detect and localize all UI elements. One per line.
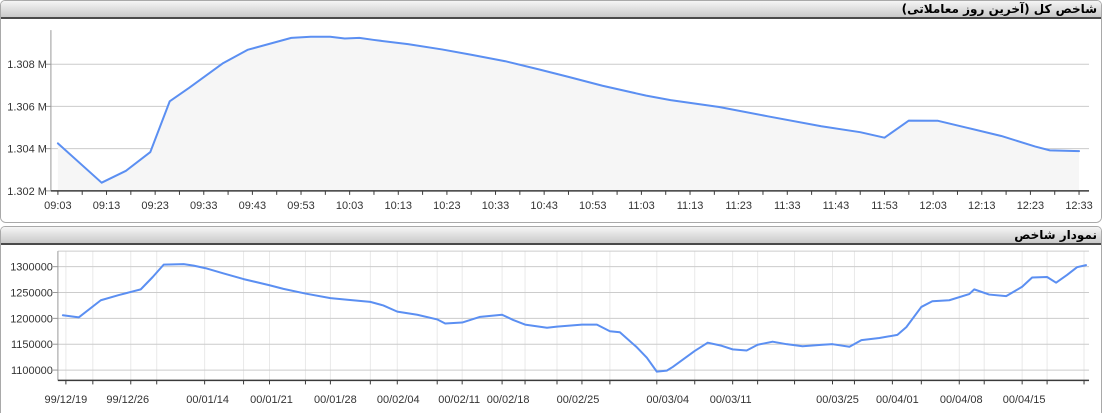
svg-text:00/02/04: 00/02/04 xyxy=(377,394,420,406)
svg-text:1300000: 1300000 xyxy=(10,262,53,274)
svg-text:00/04/15: 00/04/15 xyxy=(1003,394,1046,406)
svg-text:00/01/14: 00/01/14 xyxy=(186,394,229,406)
svg-text:09:33: 09:33 xyxy=(190,200,217,212)
svg-text:00/04/01: 00/04/01 xyxy=(876,394,919,406)
svg-text:1250000: 1250000 xyxy=(10,288,53,300)
svg-text:00/02/11: 00/02/11 xyxy=(438,394,480,406)
svg-text:99/12/19: 99/12/19 xyxy=(45,394,88,406)
svg-text:11:13: 11:13 xyxy=(677,200,704,212)
intraday-panel-header: شاخص کل (آخرین روز معاملاتی) xyxy=(1,1,1101,19)
svg-text:12:13: 12:13 xyxy=(968,200,995,212)
svg-text:1200000: 1200000 xyxy=(10,313,53,325)
svg-text:00/02/25: 00/02/25 xyxy=(557,394,600,406)
history-panel-header: نمودار شاخص xyxy=(1,227,1101,245)
index-history-chart: 1300000 1250000 1200000 1150000 1100000 99/12… xyxy=(10,250,1090,406)
intraday-index-chart: 1.302 M 1.304 M 1.306 M 1.308 M 09:03 09:13 09… xyxy=(7,30,1093,212)
history-chart-area: 1300000 1250000 1200000 1150000 1100000 99/12… xyxy=(1,245,1101,413)
svg-text:10:53: 10:53 xyxy=(579,200,606,212)
svg-text:11:43: 11:43 xyxy=(823,200,850,212)
svg-text:00/01/28: 00/01/28 xyxy=(314,394,357,406)
history-panel-title: نمودار شاخص xyxy=(1014,228,1097,242)
svg-text:1150000: 1150000 xyxy=(11,339,53,351)
svg-text:11:33: 11:33 xyxy=(774,200,801,212)
svg-text:09:53: 09:53 xyxy=(287,200,314,212)
svg-text:00/01/21: 00/01/21 xyxy=(250,394,293,406)
svg-text:1100000: 1100000 xyxy=(11,365,53,377)
svg-text:09:23: 09:23 xyxy=(141,200,168,212)
svg-text:11:03: 11:03 xyxy=(628,200,655,212)
svg-text:11:53: 11:53 xyxy=(871,200,898,212)
svg-text:10:03: 10:03 xyxy=(336,200,363,212)
svg-text:1.304 M: 1.304 M xyxy=(7,144,47,156)
svg-text:1.306 M: 1.306 M xyxy=(7,101,47,113)
svg-text:99/12/26: 99/12/26 xyxy=(106,394,149,406)
svg-text:10:33: 10:33 xyxy=(482,200,509,212)
intraday-panel-title: شاخص کل (آخرین روز معاملاتی) xyxy=(901,2,1097,16)
svg-text:1.302 M: 1.302 M xyxy=(7,186,47,198)
svg-text:00/03/04: 00/03/04 xyxy=(646,394,689,406)
svg-text:10:43: 10:43 xyxy=(530,200,557,212)
intraday-index-panel: شاخص کل (آخرین روز معاملاتی) 1.302 M 1.30… xyxy=(0,0,1102,223)
svg-text:00/02/18: 00/02/18 xyxy=(487,394,530,406)
svg-text:11:23: 11:23 xyxy=(725,200,752,212)
svg-text:1.308 M: 1.308 M xyxy=(7,59,47,71)
svg-text:09:13: 09:13 xyxy=(93,200,120,212)
svg-text:10:13: 10:13 xyxy=(385,200,412,212)
index-history-panel: نمودار شاخص 1300000 1250000 1200000 1150000… xyxy=(0,226,1102,413)
svg-text:09:03: 09:03 xyxy=(44,200,71,212)
svg-text:12:33: 12:33 xyxy=(1065,200,1092,212)
svg-text:10:23: 10:23 xyxy=(433,200,460,212)
svg-text:09:43: 09:43 xyxy=(239,200,266,212)
svg-text:12:03: 12:03 xyxy=(919,200,946,212)
svg-text:12:23: 12:23 xyxy=(1017,200,1044,212)
svg-text:00/04/08: 00/04/08 xyxy=(940,394,983,406)
intraday-chart-area: 1.302 M 1.304 M 1.306 M 1.308 M 09:03 09:13 09… xyxy=(1,19,1101,222)
svg-text:00/03/25: 00/03/25 xyxy=(816,394,859,406)
svg-text:00/03/11: 00/03/11 xyxy=(710,394,752,406)
